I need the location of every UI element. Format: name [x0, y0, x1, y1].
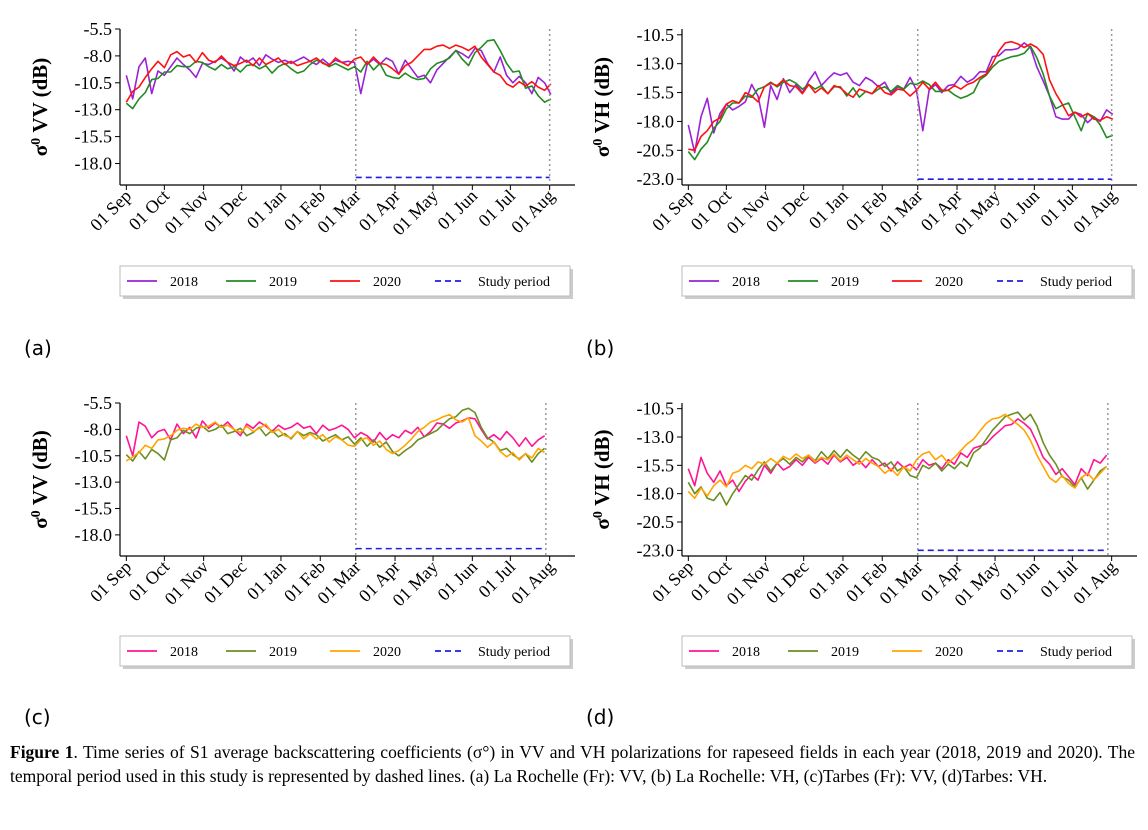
- x-tick-label: 01 Jan: [805, 557, 852, 604]
- figure-caption: Figure 1. Time series of S1 average back…: [10, 740, 1135, 788]
- legend-label: 2020: [373, 645, 401, 660]
- x-tick-label: 01 Nov: [723, 186, 775, 238]
- y-tick-label: -23.0: [637, 540, 675, 560]
- chart-panel-4: -10.5 -13.0 -15.5 -18.0 -20.5 -23.0 σ0 VH (dB)…: [586, 399, 1137, 729]
- y-axis-label: σ0 VH (dB): [590, 57, 614, 157]
- legend-label: 2018: [170, 275, 198, 290]
- x-tick-label: 01 Nov: [161, 557, 213, 609]
- legend: 2018 2019 2020 Study period: [681, 265, 1135, 299]
- y-tick-label: -8.0: [84, 419, 113, 439]
- y-tick-label: -15.5: [637, 455, 675, 475]
- panel-label: (a): [24, 336, 52, 360]
- legend: 2018 2019 2020 Study period: [119, 635, 573, 669]
- legend-label: 2019: [269, 275, 297, 290]
- x-tick-label: 01 Sep: [648, 557, 697, 606]
- series-line-2018: [687, 418, 1108, 493]
- panel-label: (d): [586, 705, 614, 729]
- chart-panel-1: -5.5 -8.0 -10.5 -13.0 -15.5 -18.0 σ0 VV (dB) 01…: [24, 19, 575, 360]
- y-tick-label: -20.5: [637, 512, 675, 532]
- y-tick-label: -10.5: [637, 399, 675, 419]
- x-tick-label: 01 Jun: [995, 186, 1043, 234]
- series-line-2020: [125, 413, 546, 462]
- legend-label: 2018: [732, 275, 760, 290]
- series-line-2018: [125, 47, 552, 100]
- series-line-2020: [687, 413, 1108, 500]
- x-tick-label: 01 Jun: [433, 186, 481, 234]
- x-tick-label: 01 Aug: [507, 186, 558, 237]
- x-tick-label: 01 Aug: [1069, 557, 1120, 608]
- x-tick-label: 01 Nov: [161, 186, 213, 238]
- y-tick-label: -20.5: [637, 140, 675, 160]
- series-line-2019: [125, 407, 546, 463]
- caption-label: Figure 1: [10, 742, 74, 762]
- legend-label: Study period: [1040, 645, 1112, 660]
- series-line-2020: [688, 40, 1114, 152]
- legend-label: 2018: [170, 645, 198, 660]
- x-tick-label: 01 Jun: [433, 557, 481, 605]
- x-tick-label: 01 Aug: [1069, 186, 1120, 237]
- y-tick-label: -8.0: [84, 46, 113, 66]
- y-tick-label: -13.0: [75, 100, 113, 120]
- series-line-2019: [687, 411, 1108, 506]
- x-tick-label: 01 Sep: [86, 557, 135, 606]
- legend-label: 2020: [935, 275, 963, 290]
- y-tick-label: -10.5: [75, 446, 113, 466]
- legend-label: Study period: [1040, 275, 1112, 290]
- x-tick-label: 01 Sep: [86, 186, 135, 235]
- y-tick-label: -18.0: [75, 153, 113, 173]
- series-line-2019: [687, 45, 1114, 161]
- y-tick-label: -18.0: [637, 484, 675, 504]
- y-tick-label: -5.5: [84, 393, 113, 413]
- y-tick-label: -10.5: [637, 25, 675, 45]
- y-tick-label: -15.5: [75, 499, 113, 519]
- x-tick-label: 01 Dec: [762, 557, 813, 608]
- y-tick-label: -5.5: [84, 19, 113, 39]
- legend: 2018 2019 2020 Study period: [119, 265, 573, 299]
- x-tick-label: 01 Jan: [243, 557, 290, 604]
- x-tick-label: 01 Dec: [762, 186, 813, 237]
- x-tick-label: 01 Jun: [995, 557, 1043, 605]
- figure-canvas: -5.5 -8.0 -10.5 -13.0 -15.5 -18.0 σ0 VV (dB) 01…: [24, 19, 1137, 729]
- legend-label: 2020: [373, 275, 401, 290]
- legend-label: 2019: [831, 645, 859, 660]
- y-tick-label: -13.0: [637, 427, 675, 447]
- legend-label: Study period: [478, 645, 550, 660]
- panel-label: (c): [24, 705, 51, 729]
- y-tick-label: -10.5: [75, 73, 113, 93]
- x-tick-label: 01 Dec: [200, 186, 251, 237]
- caption-text: . Time series of S1 average backscatteri…: [10, 742, 1135, 786]
- legend-label: 2018: [732, 645, 760, 660]
- panel-label: (b): [586, 336, 614, 360]
- x-tick-label: 01 Nov: [723, 557, 775, 609]
- legend: 2018 2019 2020 Study period: [681, 635, 1135, 669]
- legend-label: 2019: [269, 645, 297, 660]
- x-tick-label: 01 Dec: [200, 557, 251, 608]
- y-tick-label: -15.5: [637, 83, 675, 103]
- legend-label: 2019: [831, 275, 859, 290]
- x-tick-label: 01 Jan: [243, 186, 290, 233]
- y-tick-label: -23.0: [637, 169, 675, 189]
- y-axis-label: σ0 VV (dB): [28, 58, 52, 157]
- y-tick-label: -18.0: [637, 111, 675, 131]
- x-tick-label: 01 Jan: [805, 186, 852, 233]
- y-axis-label: σ0 VV (dB): [28, 430, 52, 529]
- y-tick-label: -13.0: [75, 472, 113, 492]
- y-tick-label: -13.0: [637, 54, 675, 74]
- chart-panel-3: -5.5 -8.0 -10.5 -13.0 -15.5 -18.0 σ0 VV (dB) 01…: [24, 393, 575, 729]
- y-tick-label: -15.5: [75, 127, 113, 147]
- legend-label: 2020: [935, 645, 963, 660]
- y-tick-label: -18.0: [75, 525, 113, 545]
- series-line-2018: [125, 416, 546, 457]
- chart-panel-2: -10.5 -13.0 -15.5 -18.0 -20.5 -23.0 σ0 VH (dB)…: [586, 25, 1137, 360]
- x-tick-label: 01 Sep: [648, 186, 697, 235]
- legend-label: Study period: [478, 275, 550, 290]
- series-line-2019: [125, 38, 552, 110]
- x-tick-label: 01 Aug: [507, 557, 558, 608]
- y-axis-label: σ0 VH (dB): [590, 429, 614, 529]
- series-line-2020: [125, 44, 552, 103]
